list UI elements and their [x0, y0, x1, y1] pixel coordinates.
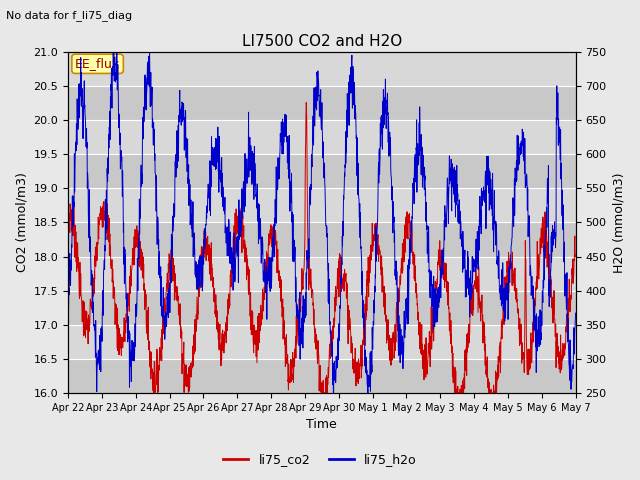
- Text: EE_flux: EE_flux: [75, 57, 120, 70]
- Line: li75_co2: li75_co2: [68, 103, 575, 393]
- Bar: [68, 257, 575, 291]
- li75_h2o: [572, 310, 579, 316]
- li75_co2: [64, 200, 72, 206]
- Y-axis label: H2O (mmol/m3): H2O (mmol/m3): [612, 172, 625, 273]
- li75_co2: [312, 327, 319, 333]
- Bar: [68, 325, 575, 359]
- li75_h2o: [64, 305, 72, 311]
- Bar: [68, 359, 575, 393]
- Text: No data for f_li75_diag: No data for f_li75_diag: [6, 10, 132, 21]
- Line: li75_h2o: li75_h2o: [68, 46, 575, 393]
- li75_co2: [90, 275, 98, 281]
- Bar: [68, 188, 575, 222]
- Y-axis label: CO2 (mmol/m3): CO2 (mmol/m3): [15, 172, 28, 272]
- li75_h2o: [90, 323, 98, 328]
- li75_h2o: [311, 104, 319, 109]
- Bar: [68, 52, 575, 86]
- li75_co2: [151, 390, 159, 396]
- li75_h2o: [557, 176, 565, 181]
- li75_co2: [557, 353, 565, 359]
- Bar: [68, 222, 575, 257]
- li75_co2: [572, 252, 579, 258]
- Bar: [68, 291, 575, 325]
- li75_h2o: [298, 315, 305, 321]
- li75_co2: [298, 279, 305, 285]
- li75_h2o: [330, 390, 337, 396]
- Title: LI7500 CO2 and H2O: LI7500 CO2 and H2O: [242, 34, 402, 49]
- Bar: [68, 154, 575, 188]
- Bar: [68, 120, 575, 154]
- li75_h2o: [109, 43, 117, 49]
- li75_co2: [557, 367, 565, 373]
- li75_h2o: [465, 254, 472, 260]
- li75_h2o: [557, 160, 565, 166]
- li75_co2: [465, 331, 472, 337]
- Legend: li75_co2, li75_h2o: li75_co2, li75_h2o: [218, 448, 422, 471]
- X-axis label: Time: Time: [307, 419, 337, 432]
- Bar: [68, 86, 575, 120]
- li75_co2: [302, 100, 310, 106]
